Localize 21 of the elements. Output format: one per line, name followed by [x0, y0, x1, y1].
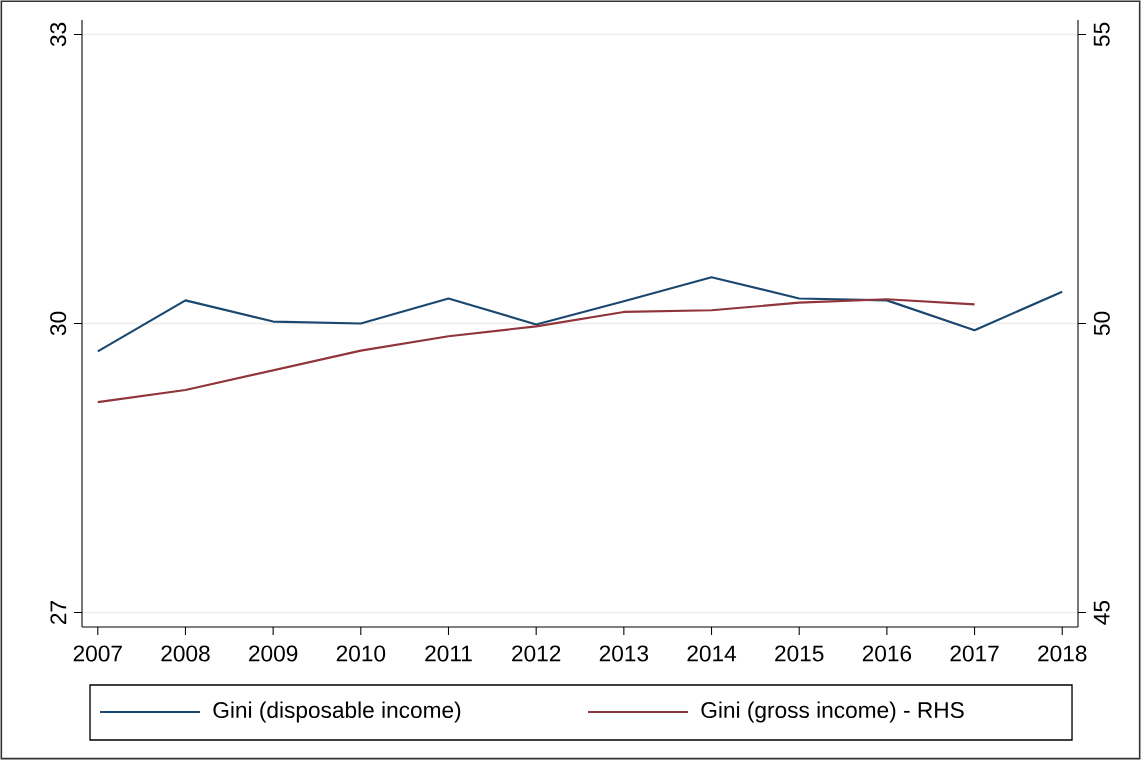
y2-tick-label: 45 [1093, 600, 1110, 625]
x-tick-label: 2018 [1038, 645, 1087, 662]
y2-tick-label: 55 [1093, 22, 1110, 47]
x-tick-label: 2017 [950, 645, 999, 662]
x-tick-label: 2013 [599, 645, 649, 662]
x-tick-label: 2011 [425, 645, 472, 662]
legend-label: Gini (gross income) - RHS [701, 701, 964, 723]
y-tick-label: 33 [50, 22, 67, 47]
y2-tick-label: 50 [1093, 311, 1110, 336]
x-tick-label: 2015 [775, 645, 824, 662]
y-tick-label: 30 [50, 311, 67, 336]
x-tick-label: 2014 [687, 645, 737, 662]
x-tick-label: 2012 [512, 645, 561, 662]
x-tick-label: 2016 [862, 645, 912, 662]
x-tick-label: 2010 [336, 645, 386, 662]
x-tick-label: 2008 [161, 645, 210, 662]
x-tick-label: 2007 [73, 645, 122, 662]
legend-label: Gini (disposable income) [213, 701, 461, 723]
line-series [96, 276, 1064, 353]
y-tick-label: 27 [50, 601, 67, 624]
x-tick-label: 2009 [249, 645, 298, 662]
